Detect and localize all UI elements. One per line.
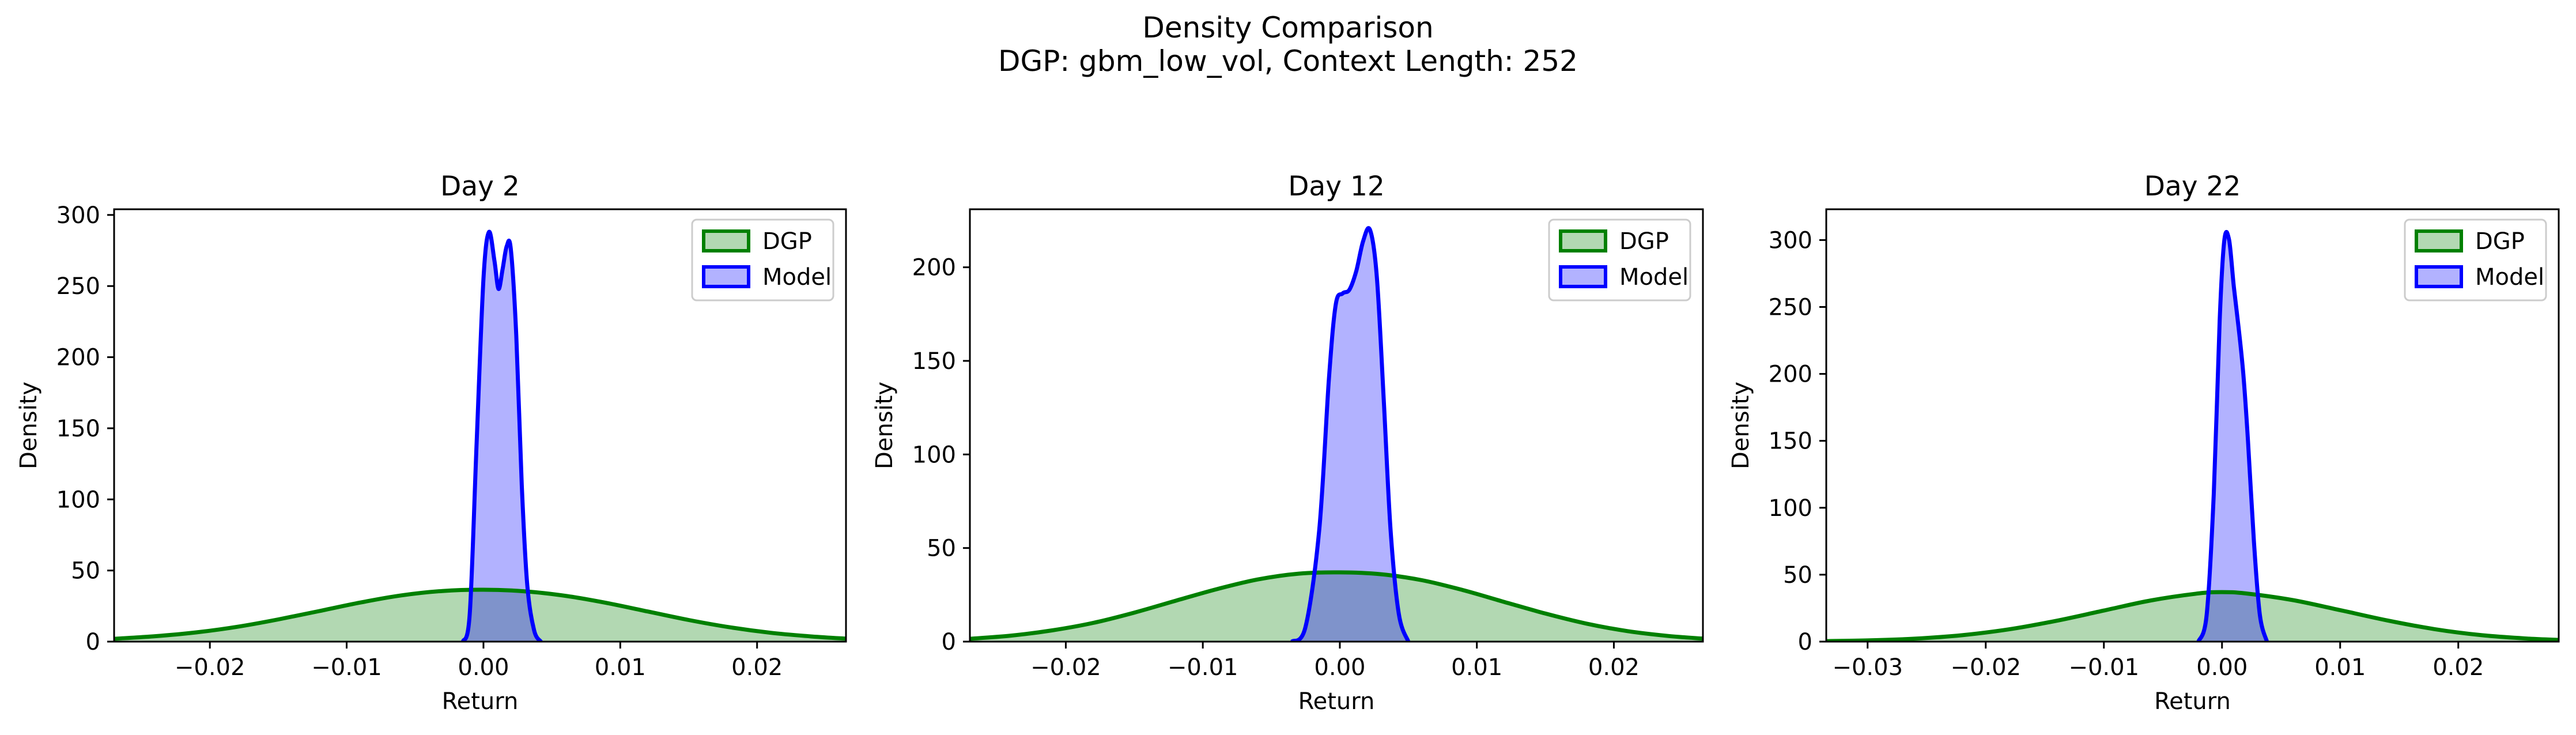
y-axis-label: Density: [1728, 382, 1754, 469]
y-tick-label: 0: [942, 629, 956, 655]
model-density-line: [460, 229, 543, 642]
panel-title: Day 2: [440, 171, 520, 202]
y-tick-label: 0: [86, 629, 100, 655]
y-tick-label: 150: [1769, 428, 1812, 455]
y-tick-label: 200: [912, 255, 956, 281]
y-tick-label: 50: [1783, 562, 1812, 589]
legend-label-model: Model: [762, 264, 832, 291]
y-tick-label: 100: [912, 442, 956, 468]
x-axis-label: Return: [2154, 688, 2231, 715]
density-panel-1: −0.02 −0.01 0.00 0.01 0.02 0 50 100 150 200 250 300…: [16, 171, 847, 715]
density-panel-3: −0.03 −0.02 −0.01 0.00 0.01 0.02 0 50 100 150 200 2…: [1728, 171, 2560, 715]
model-density-line: [2196, 230, 2269, 642]
x-axis-label: Return: [1298, 688, 1375, 715]
panel-title: Day 22: [2144, 171, 2241, 202]
axes-frame: [969, 208, 1704, 643]
y-axis-label: Density: [871, 382, 898, 469]
legend: DGP Model: [691, 218, 834, 301]
y-tick-label: 150: [912, 348, 956, 375]
legend: DGP Model: [2404, 218, 2547, 301]
x-axis-label: Return: [442, 688, 519, 715]
legend-swatch-model: [2415, 265, 2463, 288]
x-tick-label: 0.00: [2196, 654, 2248, 681]
legend-swatch-dgp: [1559, 229, 1607, 252]
y-tick-label: 250: [1769, 295, 1812, 321]
model-density-fill: [2198, 232, 2267, 642]
x-tick-label: 0.02: [2433, 654, 2484, 681]
x-tick-label: 0.01: [595, 654, 646, 681]
legend-swatch-dgp: [702, 229, 750, 252]
x-tick-label: −0.01: [1168, 654, 1238, 681]
x-tick-label: 0.01: [1451, 654, 1502, 681]
y-tick-label: 250: [56, 273, 100, 300]
y-tick-label: 50: [927, 536, 956, 562]
x-tick-label: −0.01: [2068, 654, 2139, 681]
plot-area: [1826, 230, 2559, 642]
x-tick-label: −0.02: [1030, 654, 1101, 681]
x-tick-label: −0.02: [175, 654, 245, 681]
panel-title: Day 12: [1288, 171, 1385, 202]
y-tick-label: 50: [71, 558, 100, 585]
x-tick-label: 0.00: [458, 654, 509, 681]
legend-swatch-dgp: [2415, 229, 2463, 252]
density-panel-2: −0.02 −0.01 0.00 0.01 0.02 0 50 100 150 200 Day 12…: [871, 171, 1704, 715]
x-tick-label: −0.03: [1832, 654, 1903, 681]
figure-title-line2: DGP: gbm_low_vol, Context Length: 252: [998, 44, 1578, 78]
dgp-density-fill: [1826, 592, 2559, 642]
x-tick-label: −0.02: [1950, 654, 2021, 681]
y-tick-label: 200: [1769, 361, 1812, 388]
x-tick-label: 0.00: [1314, 654, 1365, 681]
model-density-fill: [463, 231, 541, 642]
axes-frame: [113, 208, 847, 643]
legend: DGP Model: [1548, 218, 1691, 301]
y-axis-label: Density: [16, 382, 42, 469]
legend-label-model: Model: [1619, 264, 1689, 291]
dgp-density-line: [970, 570, 1703, 641]
axes-frame: [1825, 208, 2560, 643]
figure-title-line1: Density Comparison: [1142, 11, 1433, 44]
legend-label-dgp: DGP: [762, 228, 812, 255]
x-tick-label: 0.02: [1588, 654, 1640, 681]
y-tick-label: 300: [1769, 227, 1812, 254]
y-tick-label: 300: [56, 202, 100, 229]
model-density-line: [1290, 226, 1411, 642]
y-tick-label: 100: [56, 487, 100, 513]
y-tick-label: 100: [1769, 495, 1812, 522]
plot-area: [114, 229, 846, 642]
plot-area: [970, 226, 1703, 642]
legend-label-model: Model: [2475, 264, 2544, 291]
x-tick-label: 0.01: [2314, 654, 2366, 681]
x-tick-label: −0.01: [311, 654, 382, 681]
legend-label-dgp: DGP: [1619, 228, 1669, 255]
legend-label-dgp: DGP: [2475, 228, 2525, 255]
y-tick-label: 200: [56, 345, 100, 371]
legend-swatch-model: [1559, 265, 1607, 288]
dgp-density-line: [114, 587, 846, 641]
y-tick-label: 0: [1798, 629, 1812, 655]
y-tick-label: 150: [56, 416, 100, 442]
x-tick-label: 0.02: [731, 654, 783, 681]
legend-swatch-model: [702, 265, 750, 288]
